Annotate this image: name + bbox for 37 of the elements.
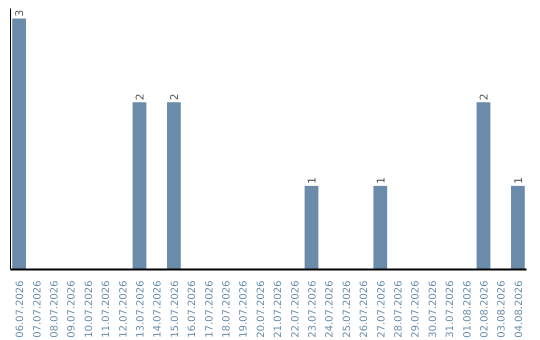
x-tick-label: 02.08.2026 [480, 280, 490, 338]
x-tick-label: 08.07.2026 [50, 280, 60, 338]
x-tick-label: 13.07.2026 [136, 280, 146, 338]
x-tick-label: 15.07.2026 [170, 280, 181, 338]
x-tick-label: 26.07.2026 [359, 280, 370, 338]
x-tick-label: 01.08.2026 [462, 280, 474, 338]
x-tick-label: 17.07.2026 [204, 280, 216, 338]
x-tick-label: 28.07.2026 [394, 280, 404, 338]
x-tick-label: 31.07.2026 [445, 280, 456, 338]
x-tick-label: 30.07.2026 [428, 280, 439, 338]
x-tick-label: 06.07.2026 [15, 280, 26, 338]
x-tick-label: 20.07.2026 [256, 280, 267, 338]
x-tick-label: 29.07.2026 [410, 280, 422, 338]
data-label: 2 [478, 93, 490, 100]
x-tick-label: 03.08.2026 [496, 280, 508, 338]
data-label: 2 [168, 93, 181, 100]
x-tick-label: 23.07.2026 [308, 280, 318, 338]
x-tick-label: 11.07.2026 [101, 280, 112, 338]
x-tick-label: 19.07.2026 [238, 280, 250, 338]
data-label: 1 [512, 177, 525, 184]
x-tick-label: 12.07.2026 [118, 280, 130, 338]
x-tick-label: 16.07.2026 [187, 280, 198, 338]
x-tick-label: 10.07.2026 [84, 280, 95, 338]
x-tick-label: 09.07.2026 [66, 280, 78, 338]
x-tick-label: 07.07.2026 [32, 280, 44, 338]
x-tick-label: 21.07.2026 [273, 280, 284, 338]
x-tick-label: 22.07.2026 [290, 280, 302, 338]
data-label: 1 [306, 177, 318, 184]
data-label: 1 [374, 177, 388, 184]
x-tick-label: 25.07.2026 [342, 280, 353, 338]
x-tick-label: 24.07.2026 [324, 280, 336, 338]
data-label: 2 [134, 93, 146, 100]
x-tick-label: 18.07.2026 [222, 280, 232, 338]
x-tick-label: 27.07.2026 [376, 280, 388, 338]
x-tick-label: 04.08.2026 [514, 280, 525, 338]
data-label: 3 [13, 10, 26, 17]
x-tick-label: 14.07.2026 [152, 280, 164, 338]
